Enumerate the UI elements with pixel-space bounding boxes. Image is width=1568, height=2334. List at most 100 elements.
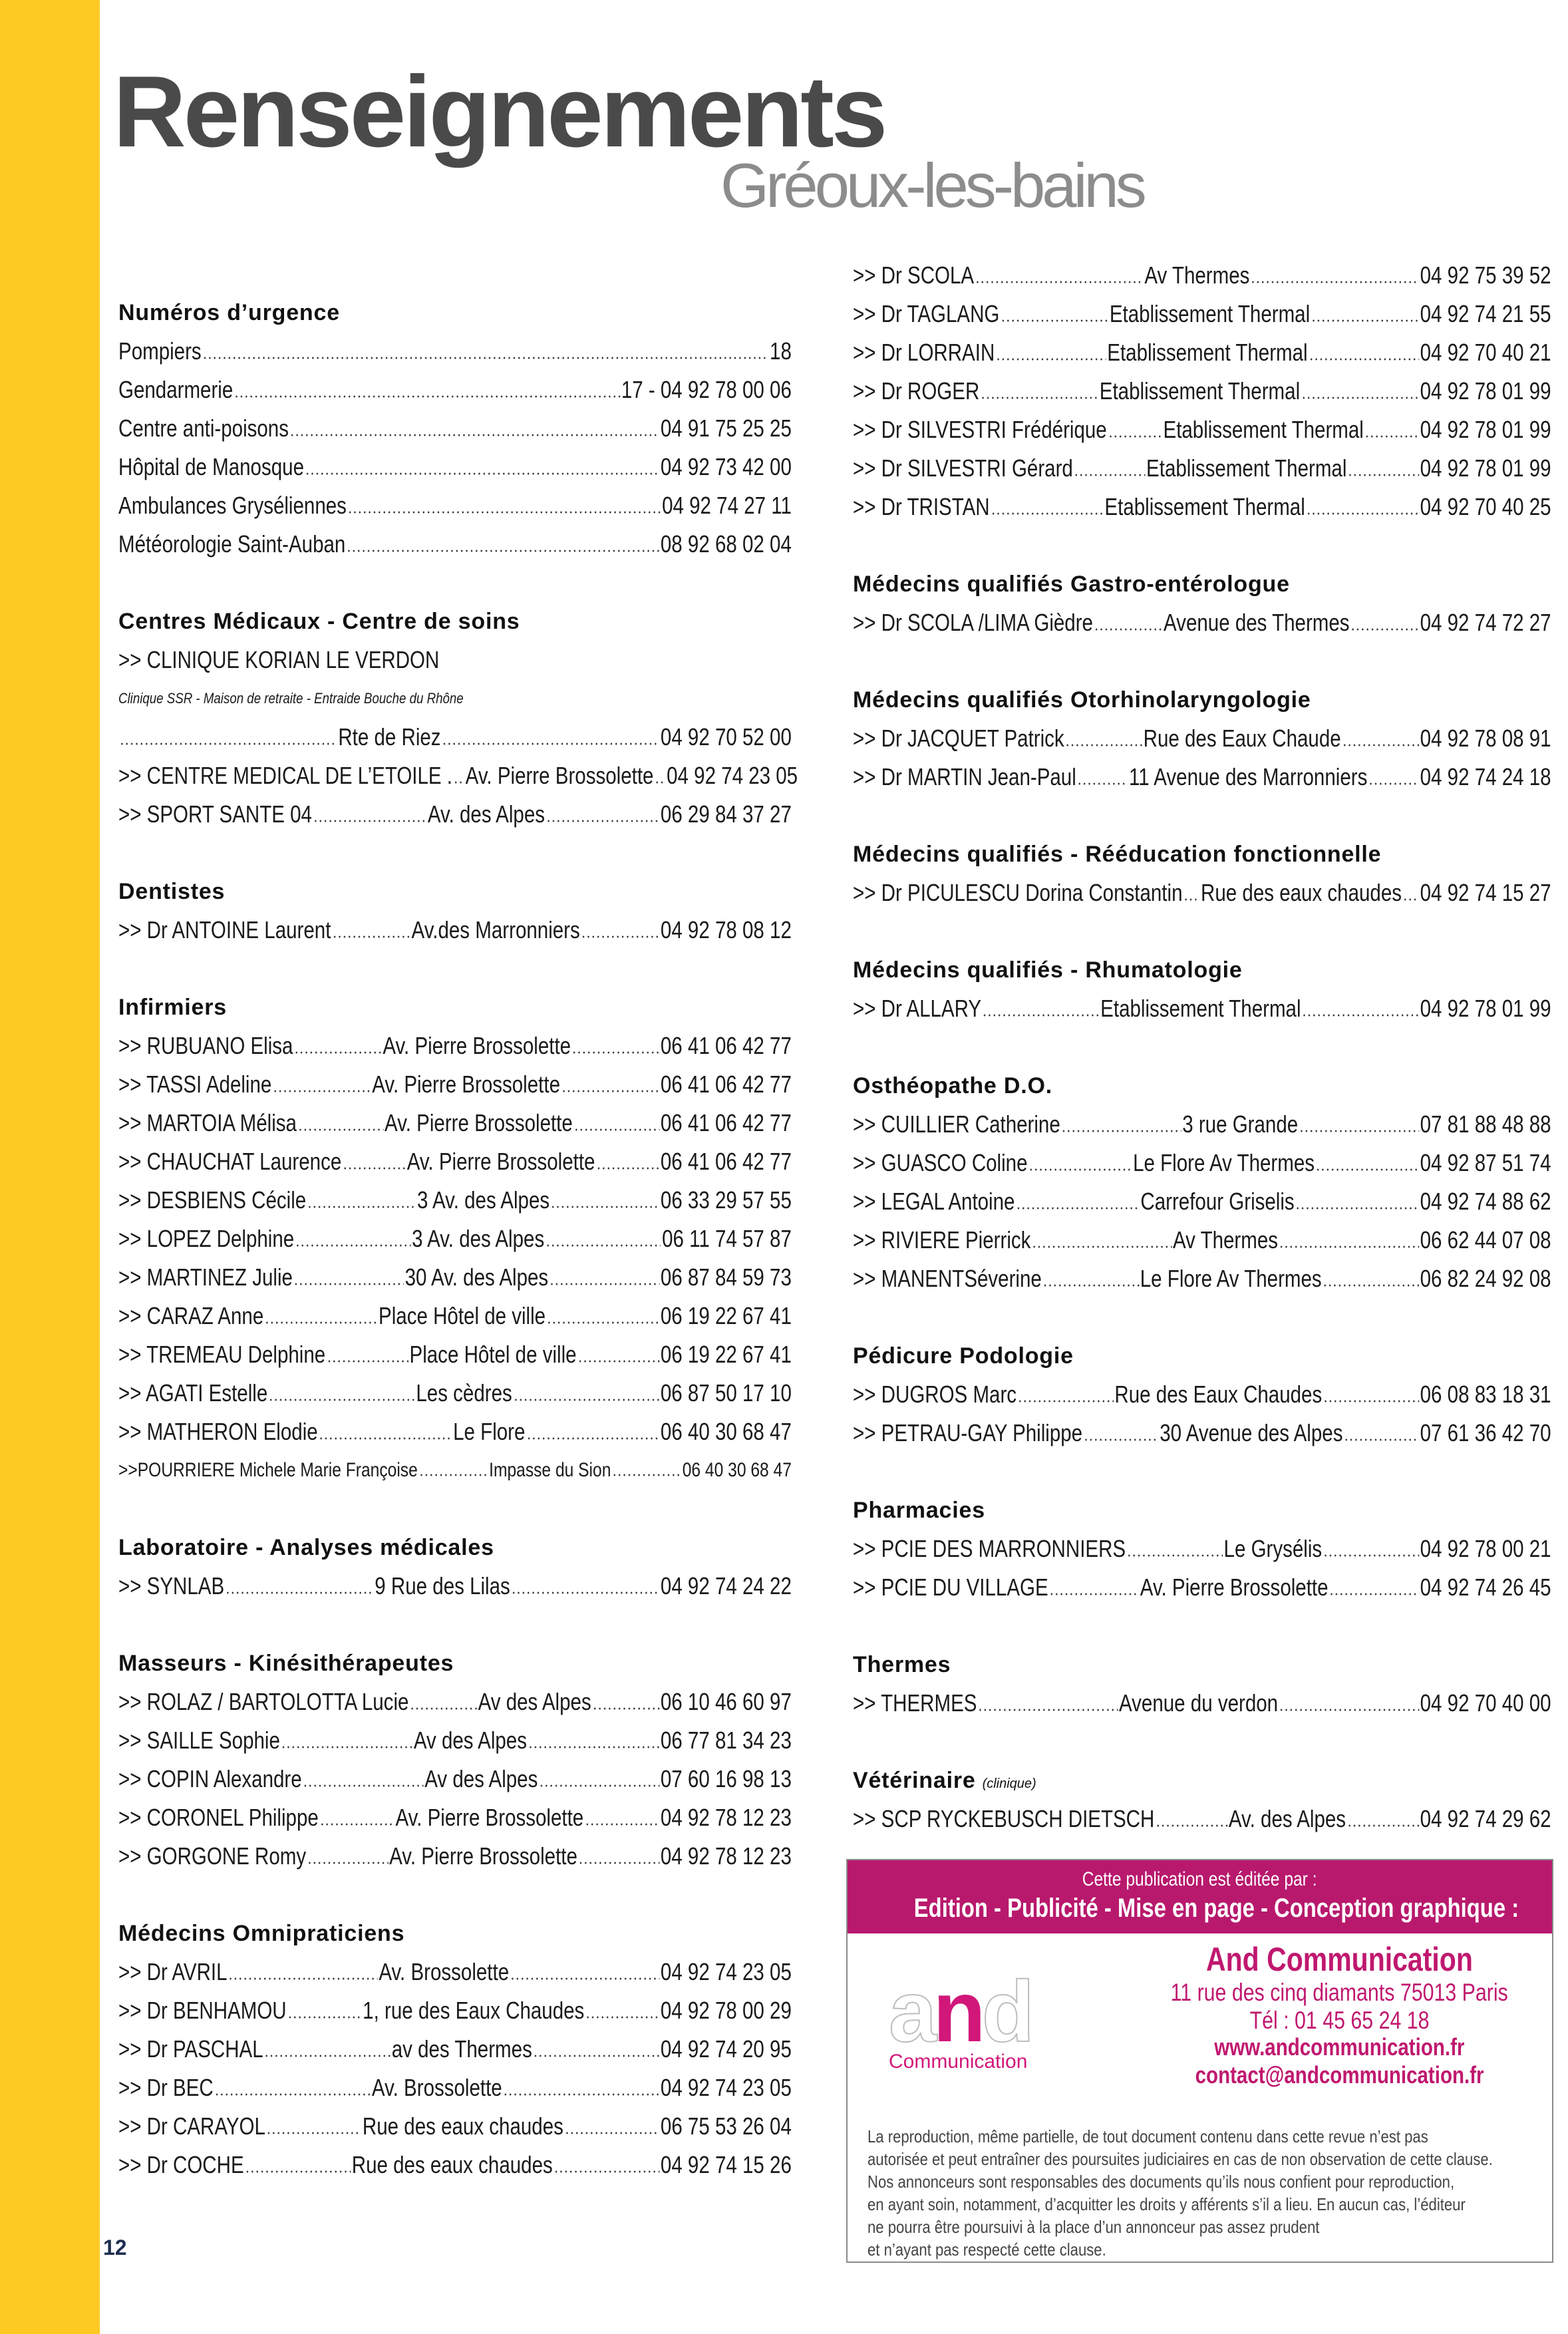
dot-leader [305, 472, 660, 475]
entry-name: >> Dr SILVESTRI Frédérique [853, 416, 1107, 443]
entry-name: >> Dr BEC [118, 2074, 214, 2101]
entry-name: >> LOPEZ Delphine [118, 1225, 295, 1252]
entry-name: >> SPORT SANTE 04 [118, 800, 312, 828]
entry-phone: 06 41 06 42 77 [660, 1032, 792, 1059]
entry-address: Av.des Marronniers [411, 916, 580, 943]
entry-name: >> TASSI Adeline [118, 1071, 272, 1098]
entry-phone: 04 92 73 42 00 [660, 453, 792, 480]
entry-phone: 06 77 81 34 23 [660, 1727, 792, 1754]
directory-entry: >> LOPEZ Delphine 3 Av. des Alpes 06 11 74… [118, 1220, 792, 1258]
dot-leader [1301, 397, 1419, 399]
entry-address: Rue des eaux chaudes [351, 2151, 553, 2178]
entry-phone: 04 92 78 08 12 [660, 916, 792, 943]
directory-entry: Gendarmerie 17 - 04 92 78 00 06 [118, 371, 792, 409]
ad-address: 11 rue des cinq diamants 75013 Paris [1170, 1979, 1509, 2006]
directory-entry: Hôpital de Manosque 04 92 73 42 00 [118, 448, 792, 486]
entry-phone: 04 92 74 21 55 [1420, 300, 1551, 327]
dot-leader [655, 781, 666, 784]
dot-leader [1049, 1593, 1140, 1595]
entry-name: >> Dr ANTOINE Laurent [118, 916, 331, 943]
dot-leader [410, 1707, 477, 1710]
directory-entry: >> Dr ALLARY Etablissement Thermal 04 92 7… [853, 989, 1551, 1028]
ad-header: Cette publication est éditée par : Editi… [848, 1860, 1552, 1933]
directory-entry: >> Dr AVRIL Av. Brossolette 04 92 74 23 05 [118, 1953, 792, 1991]
dot-leader [533, 2055, 660, 2057]
section-heading-note: (clinique) [982, 1776, 1036, 1791]
directory-entry: >> GORGONE Romy Av. Pierre Brossolette 04 … [118, 1837, 792, 1876]
directory-section: Laboratoire - Analyses médicales >> SYNLA… [118, 1528, 792, 1605]
dot-leader [297, 1128, 384, 1131]
entry-address: Etablissement Thermal [1109, 300, 1311, 327]
directory-entry: >> Dr LORRAIN Etablissement Thermal 04 92 … [853, 333, 1551, 372]
dot-leader [307, 1206, 416, 1208]
section-heading-text: Pharmacies [853, 1498, 985, 1523]
entry-phone: 04 92 78 12 23 [660, 1842, 792, 1870]
dot-leader [264, 2055, 391, 2057]
section-heading-text: Numéros d’urgence [118, 300, 340, 325]
dot-leader [503, 2093, 660, 2096]
ad-website-link[interactable]: www.andcommunication.fr [1214, 2033, 1465, 2061]
directory-entry: >> Dr MARTIN Jean-Paul 11 Avenue des Marr… [853, 758, 1551, 796]
entry-address: Avenue des Thermes [1164, 609, 1350, 636]
entry-address: Av. Pierre Brossolette [372, 1071, 560, 1098]
entry-name: >> DUGROS Marc [853, 1381, 1017, 1408]
directory-entry: Ambulances Gryséliennes 04 92 74 27 11 [118, 486, 792, 525]
section-heading-text: Médecins qualifiés - Rééducation fonctio… [853, 842, 1382, 867]
section-heading-text: Médecins qualifiés Gastro-entérologue [853, 572, 1290, 597]
disclaimer-line: en ayant soin, notamment, d’acquitter le… [867, 2194, 1466, 2214]
entry-name: >> CORONEL Philippe [118, 1804, 319, 1831]
entry-phone: 06 08 83 18 31 [1420, 1381, 1551, 1408]
dot-leader [526, 1437, 660, 1440]
directory-entry: >> SAILLE Sophie Av des Alpes 06 77 81 34 … [118, 1721, 792, 1760]
entry-address: 3 rue Grande [1182, 1110, 1299, 1138]
section-heading: Dentistes [118, 872, 792, 911]
section-heading: Médecins qualifiés - Rééducation fonctio… [853, 835, 1551, 874]
directory-section: Pharmacies >> PCIE DES MARRONNIERS Le Grys… [853, 1491, 1551, 1607]
directory-entry: >> DESBIENS Cécile 3 Av. des Alpes 06 33 2… [118, 1181, 792, 1220]
directory-entry: >> CORONEL Philippe Av. Pierre Brossolett… [118, 1798, 792, 1837]
section-heading: Pédicure Podologie [853, 1337, 1551, 1375]
entry-address: Av des Alpes [478, 1688, 591, 1715]
dot-leader [561, 1090, 660, 1092]
directory-entry: >> PETRAU-GAY Philippe 30 Avenue des Alpe… [853, 1414, 1551, 1452]
section-heading-text: Laboratoire - Analyses médicales [118, 1535, 494, 1560]
entry-name: >> Dr ROGER [853, 377, 980, 405]
entry-address: Av. Pierre Brossolette [389, 1842, 577, 1870]
section-heading: Masseurs - Kinésithérapeutes [118, 1644, 792, 1683]
dot-leader [266, 2132, 362, 2134]
directory-entry: >> MARTINEZ Julie 30 Av. des Alpes 06 87 8… [118, 1258, 792, 1297]
directory-section: Pédicure Podologie >> DUGROS Marc Rue des … [853, 1337, 1551, 1452]
dot-leader [234, 395, 621, 398]
dot-leader [1017, 1400, 1114, 1403]
section-heading-text: Thermes [853, 1652, 951, 1677]
dot-leader [549, 1283, 660, 1285]
section-heading: Médecins qualifiés Gastro-entérologue [853, 565, 1551, 603]
dot-leader [1364, 435, 1419, 438]
entry-name: >> Dr TAGLANG [853, 300, 1000, 327]
dot-leader [585, 2016, 660, 2019]
directory-entry: >> CENTRE MEDICAL DE L’ETOILE . Av. Pierr… [118, 756, 798, 795]
dot-leader [573, 1128, 660, 1131]
entry-phone: 04 92 74 29 62 [1420, 1805, 1551, 1832]
dot-leader [1350, 628, 1419, 631]
dot-leader [294, 1051, 382, 1054]
dot-leader [545, 1244, 661, 1247]
dot-leader [326, 1360, 408, 1363]
dot-leader [1329, 1593, 1419, 1595]
dot-leader [550, 1206, 660, 1208]
dot-leader [510, 1977, 660, 1980]
ad-email-link[interactable]: contact@andcommunication.fr [1195, 2061, 1484, 2088]
section-heading: Thermes [853, 1645, 1551, 1684]
directory-entry: >> TASSI Adeline Av. Pierre Brossolette 06… [118, 1065, 792, 1104]
dot-leader [1368, 782, 1419, 785]
directory-entry: >> MARTOIA Mélisa Av. Pierre Brossolette 0… [118, 1104, 792, 1142]
dot-leader [546, 820, 660, 822]
directory-entry: >> CUILLIER Catherine 3 rue Grande 07 81 8… [853, 1105, 1551, 1144]
dot-leader [264, 1321, 378, 1324]
section-heading: Vétérinaire (clinique) [853, 1761, 1551, 1800]
directory-entry: >> Dr BENHAMOU 1, rue des Eaux Chaudes 04 … [118, 1991, 792, 2030]
entry-name: >> Dr AVRIL [118, 1958, 228, 1985]
entry-phone: 08 92 68 02 04 [660, 530, 792, 558]
entry-address: Rue des eaux chaudes [1201, 879, 1402, 906]
disclaimer-line: La reproduction, même partielle, de tout… [867, 2126, 1428, 2146]
